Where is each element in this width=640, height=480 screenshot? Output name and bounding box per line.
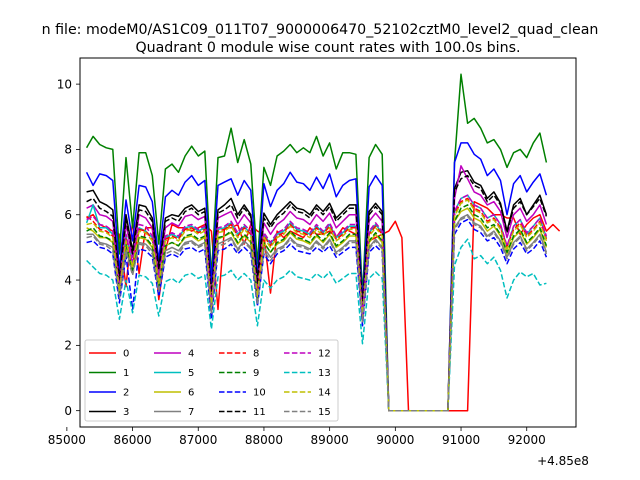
x-tick-label: 85000 bbox=[48, 433, 86, 447]
legend-label-7: 7 bbox=[188, 407, 194, 418]
x-tick-label: 88000 bbox=[245, 433, 283, 447]
series-line-13 bbox=[86, 238, 547, 412]
y-tick-label: 8 bbox=[64, 143, 72, 157]
y-tick-label: 6 bbox=[64, 208, 72, 222]
series-line-11 bbox=[86, 174, 548, 412]
legend-label-2: 2 bbox=[123, 388, 129, 399]
series-line-9 bbox=[86, 204, 548, 412]
x-tick-label: 92000 bbox=[508, 433, 546, 447]
legend-label-12: 12 bbox=[318, 349, 331, 360]
x-tick-label: 91000 bbox=[442, 433, 480, 447]
legend-label-6: 6 bbox=[188, 388, 194, 399]
legend-label-3: 3 bbox=[123, 407, 129, 418]
legend-label-14: 14 bbox=[318, 388, 331, 399]
legend-box bbox=[84, 339, 339, 422]
legend-label-1: 1 bbox=[123, 368, 129, 379]
y-axis: 0 2 4 6 8 10 bbox=[57, 77, 80, 418]
legend-label-4: 4 bbox=[188, 349, 194, 360]
x-tick-label: 90000 bbox=[376, 433, 414, 447]
series-line-15 bbox=[86, 215, 548, 412]
chart-title: Quadrant 0 module wise count rates with … bbox=[135, 40, 520, 56]
x-tick-label: 87000 bbox=[179, 433, 217, 447]
y-tick-label: 10 bbox=[57, 77, 72, 91]
x-tick-label: 89000 bbox=[311, 433, 349, 447]
legend-label-11: 11 bbox=[253, 407, 266, 418]
series-line-12 bbox=[86, 194, 548, 412]
x-axis: 85000 86000 87000 88000 89000 90000 91000 92000 bbox=[48, 427, 546, 447]
legend-label-15: 15 bbox=[318, 407, 331, 418]
x-offset-label: +4.85e8 bbox=[537, 454, 589, 468]
x-tick-label: 86000 bbox=[113, 433, 151, 447]
y-tick-label: 2 bbox=[64, 339, 72, 353]
y-tick-label: 4 bbox=[64, 273, 72, 287]
legend-label-13: 13 bbox=[318, 368, 331, 379]
y-tick-label: 0 bbox=[64, 404, 72, 418]
series-line-14 bbox=[86, 199, 548, 412]
legend-label-0: 0 bbox=[123, 349, 129, 360]
figure-suptitle: n file: modeM0/AS1C09_011T07_9000006470_… bbox=[42, 22, 599, 38]
series-line-10 bbox=[86, 218, 548, 412]
series-layer bbox=[85, 73, 561, 412]
series-line-2 bbox=[85, 142, 548, 412]
series-line-1 bbox=[85, 73, 548, 412]
legend-label-9: 9 bbox=[253, 368, 259, 379]
legend-label-10: 10 bbox=[253, 388, 266, 399]
legend-label-5: 5 bbox=[188, 368, 194, 379]
plot-frame bbox=[79, 57, 577, 428]
legend-label-8: 8 bbox=[253, 349, 259, 360]
